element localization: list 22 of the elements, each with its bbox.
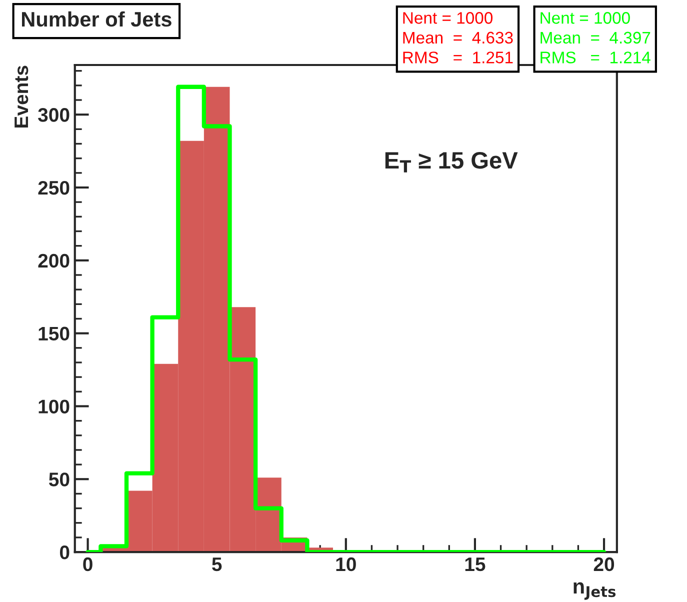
y-tick-label: 100 <box>38 400 70 414</box>
x-tick-label: 15 <box>465 558 486 572</box>
x-tick-label: 10 <box>336 557 356 572</box>
y-tick-label: 50 <box>48 472 70 486</box>
x-axis-title: n$_{Jets}$ <box>574 582 616 600</box>
y-tick-label: 200 <box>38 254 70 268</box>
chart-title: Number of Jets <box>22 11 172 27</box>
annotation: E$_{T}$ ≥ 15 GeV <box>385 152 518 172</box>
text: RMS = 1.251 <box>403 52 513 64</box>
x-tick-label: 0 <box>83 557 92 572</box>
text: Mean = 4.397 <box>540 32 650 44</box>
y-tick-label: 0 <box>60 546 70 560</box>
y-tick-label: 150 <box>38 326 70 341</box>
x-tick-label: 20 <box>594 557 614 572</box>
text: RMS = 1.214 <box>540 52 650 64</box>
x-tick-label: 5 <box>212 558 222 572</box>
text: Nent = 1000 <box>403 12 493 24</box>
y-tick-label: 250 <box>38 180 70 195</box>
y-tick-label: 300 <box>38 108 70 122</box>
y-axis-title: Events <box>14 66 28 128</box>
text: Mean = 4.633 <box>403 32 513 44</box>
text: Nent = 1000 <box>540 12 630 24</box>
